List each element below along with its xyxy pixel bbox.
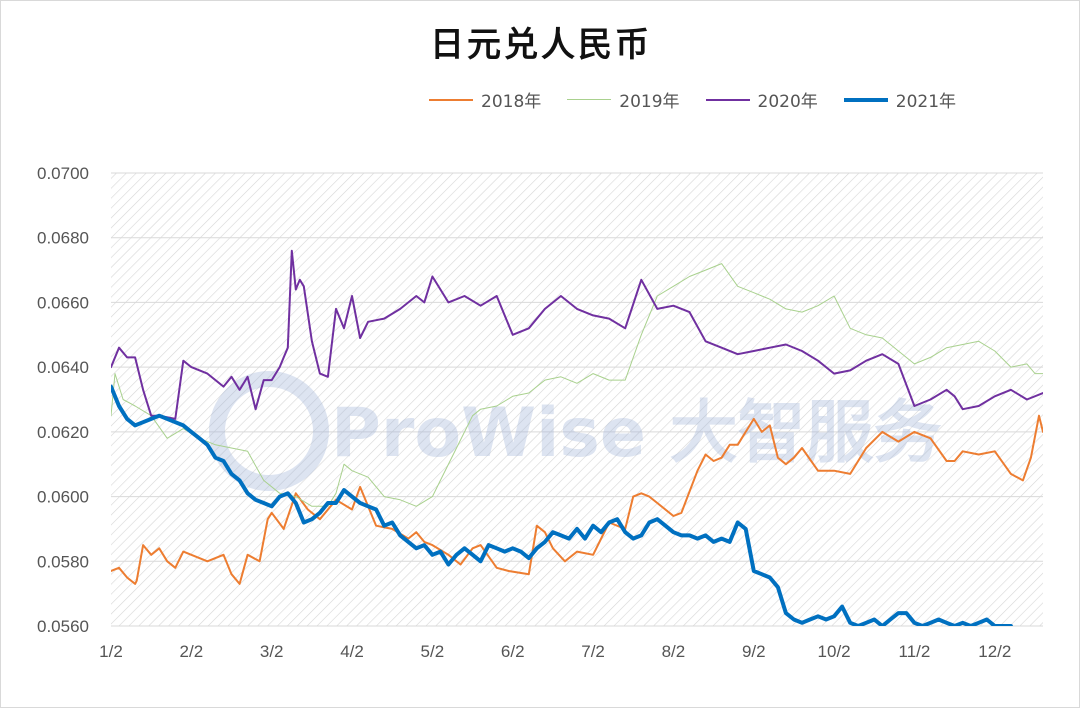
legend-swatch-2018 [429, 98, 473, 101]
legend-swatch-2019 [567, 99, 612, 100]
legend-item-2021: 2021年 [843, 87, 957, 112]
y-tick-label: 0.0640 [37, 358, 89, 377]
legend-label-2020: 2020年 [757, 92, 818, 112]
x-tick-label: 3/2 [260, 642, 284, 661]
x-tick-label: 7/2 [581, 642, 605, 661]
legend-swatch-2020 [705, 98, 750, 101]
plot-area [111, 173, 1043, 626]
legend-label-2021: 2021年 [895, 92, 957, 112]
x-tick-label: 4/2 [340, 642, 364, 661]
y-tick-label: 0.0700 [37, 164, 89, 183]
series-lines [111, 249, 1043, 626]
grid-lines [111, 172, 1043, 627]
legend-item-2019: 2019年 [567, 87, 680, 112]
x-tick-label: 11/2 [899, 642, 931, 661]
x-tick-label: 8/2 [662, 642, 686, 661]
watermark-logo-icon [209, 371, 329, 491]
y-tick-label: 0.0680 [37, 229, 89, 248]
watermark: ProWise 大智服务 [209, 371, 942, 491]
legend-swatch-2021 [843, 97, 888, 102]
y-tick-label: 0.0660 [37, 293, 89, 312]
series-line-3 [111, 384, 1013, 626]
chart-legend: 2018年 2019年 2020年 2021年 [429, 87, 956, 112]
watermark-text: ProWise 大智服务 [331, 394, 942, 473]
y-tick-label: 0.0620 [37, 423, 89, 442]
x-tick-label: 1/2 [99, 642, 123, 661]
series-line-1 [111, 263, 1043, 507]
series-line-0 [111, 414, 1043, 585]
y-tick-label: 0.0580 [37, 552, 89, 571]
legend-label-2018: 2018年 [481, 92, 542, 112]
legend-item-2018: 2018年 [429, 87, 541, 112]
x-tick-label: 10/2 [818, 642, 851, 661]
x-tick-label: 9/2 [742, 642, 766, 661]
x-tick-label: 2/2 [180, 642, 204, 661]
y-tick-label: 0.0600 [37, 488, 89, 507]
x-tick-label: 12/2 [978, 642, 1011, 661]
x-axis-ticks: 1/2 2/2 3/2 4/2 5/2 6/2 7/2 8/2 9/2 10/2 11/2 12/2 [99, 642, 1011, 661]
legend-item-2020: 2020年 [705, 87, 818, 112]
legend-label-2019: 2019年 [619, 92, 680, 112]
chart-title: 日元兑人民币 [430, 25, 652, 65]
x-tick-label: 6/2 [501, 642, 525, 661]
y-axis-ticks: 0.0700 0.0680 0.0660 0.0640 0.0620 0.0600 0.05… [37, 164, 89, 636]
x-tick-label: 5/2 [421, 642, 445, 661]
y-tick-label: 0.0560 [37, 617, 89, 636]
series-line-2 [111, 249, 1043, 420]
